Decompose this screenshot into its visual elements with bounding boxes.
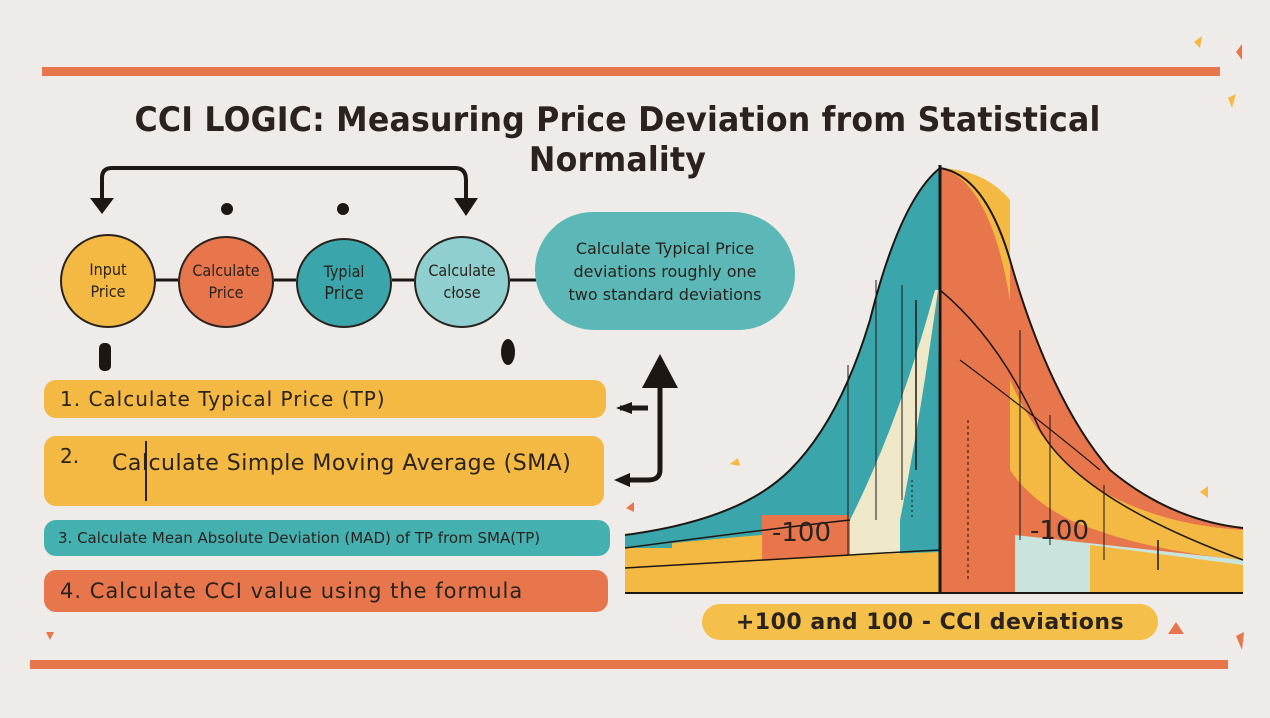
flow-node-label: Price	[324, 283, 364, 304]
bubble-line: two standard deviations	[568, 284, 762, 304]
bottom-accent-bar	[30, 660, 1228, 669]
curve-label-left: -100	[772, 518, 832, 548]
deco-triangle-6	[626, 502, 634, 512]
flow-node-input-price: Input Price	[60, 234, 156, 328]
bubble-line: deviations roughly one	[573, 261, 757, 281]
deco-triangle-9	[1236, 632, 1244, 650]
marker-right	[501, 339, 515, 365]
deco-triangle-1	[1194, 36, 1202, 48]
deco-triangle-5	[730, 458, 740, 466]
deco-triangle-7	[1168, 622, 1184, 634]
bubble-line: Calculate Typical Price	[575, 238, 755, 258]
step-2-bar: 2. Calculate Simple Moving Average (SMA)	[44, 436, 604, 506]
loop-arrow-head-left	[90, 198, 114, 214]
marker-left	[99, 343, 111, 371]
step-2-number: 2.	[60, 444, 80, 468]
page-title: CCI LOGIC: Measuring Price Deviation fro…	[134, 100, 1101, 180]
deco-triangle-4	[1200, 486, 1208, 498]
curve-label-right: -100	[1030, 516, 1090, 546]
flow-node-calculate-price: Calculate Price	[178, 236, 274, 328]
top-accent-bar	[42, 67, 1220, 76]
loop-arrow-head-right	[454, 198, 478, 216]
flow-node-typical-price: Typial Price	[296, 238, 392, 328]
step-4-bar: 4. Calculate CCI value using the formula	[44, 570, 608, 612]
step-1-text: 1. Calculate Typical Price (TP)	[60, 387, 386, 411]
dot-2	[337, 203, 349, 215]
loop-arrow-line	[100, 166, 468, 205]
step-3-bar: 3. Calculate Mean Absolute Deviation (MA…	[44, 520, 610, 556]
deco-triangle-8	[46, 632, 54, 640]
flow-node-label: Calculate	[192, 261, 260, 280]
feedback-arrow-tip-2	[614, 473, 630, 487]
deco-triangle-3	[1228, 94, 1236, 108]
flow-node-label: cłose	[443, 283, 481, 302]
flow-node-label: Price	[90, 282, 126, 301]
step-1-bar: 1. Calculate Typical Price (TP)	[44, 380, 606, 418]
flow-node-label: Price	[208, 283, 244, 302]
flow-node-label: Input	[89, 260, 127, 279]
bell-curve-illustration	[624, 165, 1244, 594]
step-4-text: 4. Calculate CCI value using the formula	[60, 579, 524, 603]
deco-triangle-2	[1236, 44, 1242, 60]
flow-node-label: Calculate	[428, 261, 496, 280]
info-bubble: Calculate Typical Price deviations rough…	[535, 212, 795, 330]
flow-node-label: Typial	[323, 262, 365, 281]
flow-node-calculate-close: Calculate cłose	[414, 236, 510, 328]
feedback-arrow-tip-1	[616, 402, 632, 414]
feedback-arrow-line	[620, 384, 663, 483]
feedback-arrow-head	[642, 354, 678, 388]
step-2-divider	[145, 441, 147, 501]
step-2-text: Calculate Simple Moving Average (SMA)	[112, 451, 572, 476]
dot-1	[221, 203, 233, 215]
cci-deviations-pill: +100 and 100 - CCI deviations	[702, 604, 1158, 640]
step-3-text: 3. Calculate Mean Absolute Deviation (MA…	[58, 529, 541, 547]
